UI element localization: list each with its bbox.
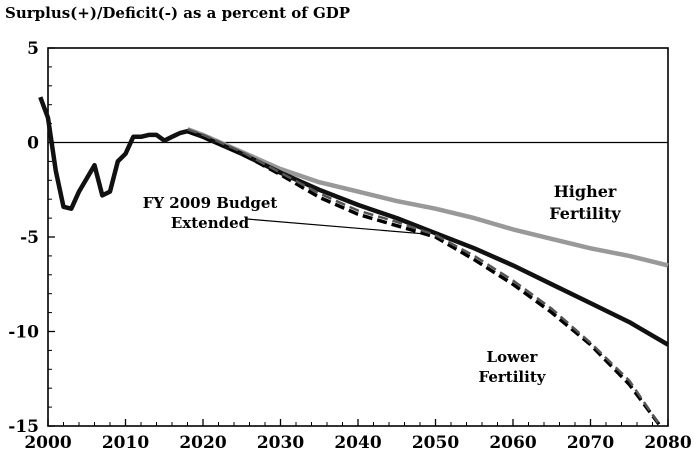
x-tick-label: 2080 <box>644 433 691 453</box>
x-tick-label: 2050 <box>412 433 459 453</box>
x-tick-label: 2070 <box>567 433 614 453</box>
annotation-label: Fertility <box>549 204 621 223</box>
annotation-leader <box>246 218 428 235</box>
chart-title: Surplus(+)/Deficit(-) as a percent of GD… <box>5 4 351 22</box>
series-line-2 <box>186 129 662 428</box>
annotation-label: Higher <box>554 182 617 201</box>
annotation-label: Lower <box>487 348 539 366</box>
y-tick-label: -15 <box>8 417 39 437</box>
x-tick-label: 2060 <box>489 433 536 453</box>
x-tick-label: 2040 <box>334 433 381 453</box>
series-layer <box>38 96 670 428</box>
y-tick-label: -5 <box>20 228 39 248</box>
x-tick-label: 2020 <box>179 433 226 453</box>
series-line-3 <box>187 128 662 427</box>
annotation-layer: FY 2009 Budget Extended Higher Fertility Low… <box>143 182 622 386</box>
y-tick-label: 5 <box>27 39 39 59</box>
y-tick-label: -10 <box>8 323 39 343</box>
series-line-0 <box>38 96 670 347</box>
plot-frame <box>47 47 669 427</box>
y-tick-label: 0 <box>27 134 39 154</box>
x-tick-label: 2010 <box>102 433 149 453</box>
x-tick-label: 2000 <box>24 433 71 453</box>
annotation-label: Extended <box>171 214 250 232</box>
x-tick-label: 2030 <box>257 433 304 453</box>
annotation-label: Fertility <box>479 368 547 386</box>
annotation-label: FY 2009 Budget <box>143 194 278 212</box>
